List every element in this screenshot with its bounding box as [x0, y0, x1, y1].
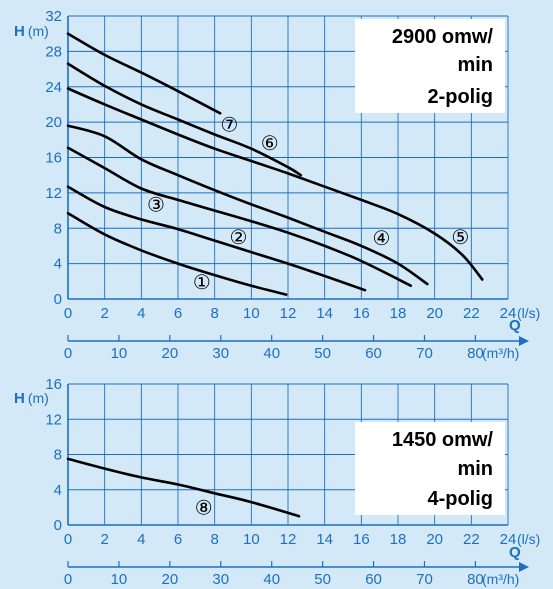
- pump-curve-line: [66, 185, 367, 292]
- curve-number-label: ⑥: [261, 133, 279, 155]
- x-tick-label-ls: 0: [64, 305, 72, 322]
- speed-label-line: 2-polig: [427, 86, 493, 108]
- x-tick-label-ls: 22: [463, 305, 480, 322]
- y-tick-label: 4: [54, 482, 62, 499]
- x-tick-label-ls: 14: [316, 531, 333, 548]
- x-tick-label-ls: 12: [280, 531, 297, 548]
- x-tick-label-ls: 10: [243, 531, 260, 548]
- y-tick-label: 0: [54, 291, 62, 308]
- axis-arrow-icon: [519, 336, 529, 346]
- x-tick-label-m3h: 40: [263, 345, 280, 362]
- y-tick-label: 12: [45, 411, 62, 428]
- x-tick-label-ls: 12: [280, 305, 297, 322]
- x-tick-label-m3h: 60: [365, 571, 382, 588]
- x-tick-label-ls: 14: [316, 305, 333, 322]
- x-tick-label-m3h: 70: [416, 571, 433, 588]
- y-axis-letter: H: [14, 23, 25, 40]
- x-tick-label-m3h: 20: [162, 571, 179, 588]
- y-tick-label: 8: [54, 220, 62, 237]
- speed-label-box: [355, 422, 505, 515]
- speed-label-line: 1450 omw/: [392, 429, 494, 451]
- x-tick-label-m3h: 80: [467, 571, 484, 588]
- pump-curve-line: [66, 124, 429, 286]
- speed-label-box: [355, 19, 505, 113]
- y-tick-label: 20: [45, 114, 62, 131]
- curve-number-label: ③: [147, 194, 165, 216]
- x-tick-label-ls: 0: [64, 531, 72, 548]
- x-tick-label-m3h: 30: [212, 571, 229, 588]
- curve-number-label: ④: [373, 228, 391, 250]
- pump-curve-line: [66, 457, 301, 518]
- x-tick-label-m3h: 10: [111, 571, 128, 588]
- curve-number-label: ⑧: [195, 497, 213, 519]
- speed-label-line: 4-polig: [427, 488, 493, 510]
- pump-curve-line: [66, 62, 303, 177]
- x-tick-label-ls: 4: [137, 531, 145, 548]
- x-tick-label-m3h: 50: [314, 571, 331, 588]
- pump-curve-line: [66, 87, 484, 281]
- axis-arrow-icon: [519, 562, 529, 572]
- x-tick-label-m3h: 80: [467, 345, 484, 362]
- x-tick-label-ls: 6: [174, 305, 182, 322]
- speed-label-line: min: [457, 54, 493, 76]
- x-tick-label-ls: 10: [243, 305, 260, 322]
- x-tick-label-ls: 8: [210, 531, 218, 548]
- x-tick-label-ls: 22: [463, 531, 480, 548]
- y-axis-unit: (m): [28, 23, 49, 39]
- x-unit-ls: (l/s): [517, 305, 540, 321]
- x-tick-label-m3h: 0: [64, 571, 72, 588]
- x-tick-label-ls: 6: [174, 531, 182, 548]
- x-tick-label-ls: 20: [426, 305, 443, 322]
- y-axis-unit: (m): [28, 390, 49, 406]
- x-tick-label-ls: 2: [100, 305, 108, 322]
- x-tick-label-m3h: 40: [263, 571, 280, 588]
- x-axis-letter: Q: [509, 544, 521, 561]
- x-tick-label-ls: 8: [210, 305, 218, 322]
- x-tick-label-ls: 24: [500, 531, 517, 548]
- curve-number-label: ⑦: [220, 115, 238, 137]
- y-tick-label: 0: [54, 517, 62, 534]
- x-unit-m3h: (m³/h): [482, 345, 519, 361]
- pump-curve-line: [66, 32, 222, 115]
- y-tick-label: 24: [45, 79, 62, 96]
- x-tick-label-m3h: 70: [416, 345, 433, 362]
- x-tick-label-m3h: 0: [64, 345, 72, 362]
- x-tick-label-ls: 18: [390, 531, 407, 548]
- y-tick-label: 16: [45, 150, 62, 167]
- x-axis-letter: Q: [509, 317, 521, 334]
- y-axis-label: H (m): [14, 390, 49, 407]
- x-unit-ls: (l/s): [517, 531, 540, 547]
- x-tick-label-ls: 16: [353, 305, 370, 322]
- curve-number-label: ①: [193, 272, 211, 294]
- y-tick-label: 12: [45, 185, 62, 202]
- x-tick-label-ls: 24: [500, 305, 517, 322]
- y-tick-label: 28: [45, 43, 62, 60]
- x-tick-label-ls: 16: [353, 531, 370, 548]
- y-tick-label: 8: [54, 447, 62, 464]
- x-tick-label-ls: 4: [137, 305, 145, 322]
- curve-number-label: ②: [230, 227, 248, 249]
- x-tick-label-m3h: 20: [162, 345, 179, 362]
- x-tick-label-m3h: 10: [111, 345, 128, 362]
- pump-curve-line: [66, 211, 288, 296]
- x-tick-label-ls: 18: [390, 305, 407, 322]
- x-unit-m3h: (m³/h): [482, 571, 519, 587]
- y-axis-label: H (m): [14, 23, 49, 40]
- x-tick-label-m3h: 30: [212, 345, 229, 362]
- x-tick-label-ls: 20: [426, 531, 443, 548]
- y-tick-label: 4: [54, 256, 62, 273]
- speed-label-line: min: [457, 458, 493, 480]
- speed-label-line: 2900 omw/: [392, 26, 494, 48]
- y-tick-label: 32: [45, 8, 62, 25]
- curve-number-label: ⑤: [451, 227, 469, 249]
- pump-curve-line: [66, 146, 413, 287]
- y-tick-label: 16: [45, 376, 62, 393]
- x-tick-label-ls: 2: [100, 531, 108, 548]
- x-tick-label-m3h: 60: [365, 345, 382, 362]
- x-tick-label-m3h: 50: [314, 345, 331, 362]
- y-axis-letter: H: [14, 390, 25, 407]
